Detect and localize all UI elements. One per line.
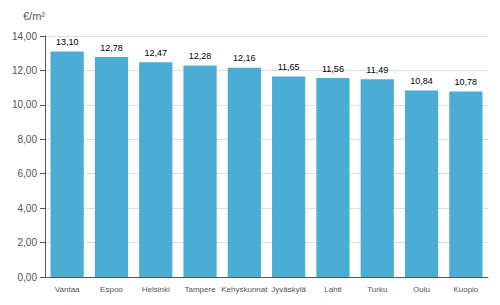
svg-text:12,00: 12,00 bbox=[12, 65, 37, 76]
svg-text:12,28: 12,28 bbox=[189, 51, 212, 61]
svg-text:2,00: 2,00 bbox=[18, 237, 38, 248]
svg-text:0,00: 0,00 bbox=[18, 272, 38, 283]
svg-text:Kuopio: Kuopio bbox=[453, 285, 478, 294]
svg-text:14,00: 14,00 bbox=[12, 31, 37, 42]
svg-text:Espoo: Espoo bbox=[100, 285, 123, 294]
svg-text:13,10: 13,10 bbox=[56, 37, 79, 47]
svg-text:Kehyskunnat: Kehyskunnat bbox=[221, 285, 268, 294]
svg-text:10,00: 10,00 bbox=[12, 99, 37, 110]
svg-text:€/m²: €/m² bbox=[23, 10, 45, 22]
svg-text:6,00: 6,00 bbox=[18, 168, 38, 179]
svg-text:Tampere: Tampere bbox=[184, 285, 216, 294]
svg-text:Helsinki: Helsinki bbox=[142, 285, 170, 294]
svg-text:Oulu: Oulu bbox=[413, 285, 430, 294]
svg-text:12,16: 12,16 bbox=[233, 53, 256, 63]
svg-text:11,49: 11,49 bbox=[366, 65, 388, 75]
svg-text:10,84: 10,84 bbox=[410, 76, 433, 86]
svg-text:Jyväskylä: Jyväskylä bbox=[271, 285, 306, 294]
svg-text:11,65: 11,65 bbox=[278, 62, 300, 72]
svg-text:12,78: 12,78 bbox=[100, 43, 123, 53]
svg-text:4,00: 4,00 bbox=[18, 203, 38, 214]
svg-text:10,78: 10,78 bbox=[455, 77, 478, 87]
svg-text:12,47: 12,47 bbox=[144, 48, 167, 58]
svg-text:Turku: Turku bbox=[367, 285, 387, 294]
svg-text:11,56: 11,56 bbox=[322, 64, 344, 74]
svg-text:Lahti: Lahti bbox=[324, 285, 342, 294]
svg-text:Vantaa: Vantaa bbox=[55, 285, 80, 294]
svg-text:8,00: 8,00 bbox=[18, 134, 38, 145]
